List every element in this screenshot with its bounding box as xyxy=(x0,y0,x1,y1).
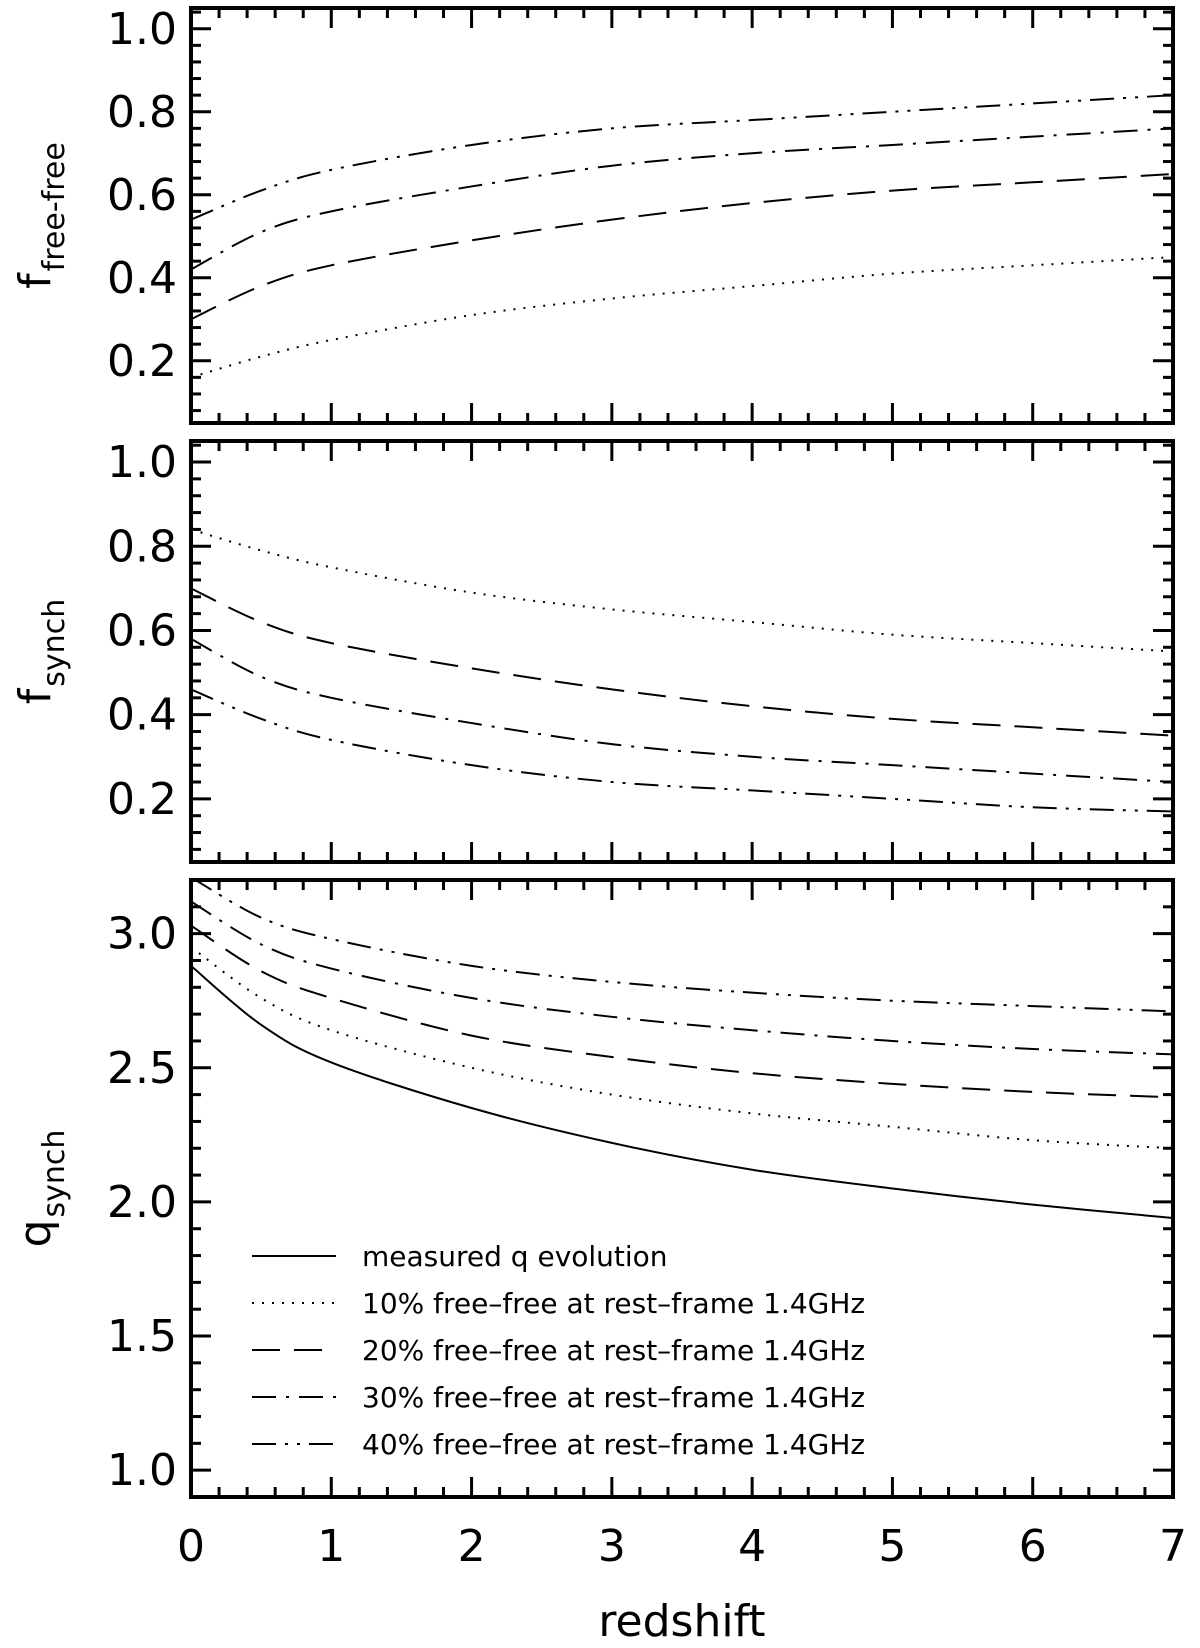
y-axis-title-subscript: free-free xyxy=(37,142,72,271)
x-tick-label: 1 xyxy=(317,1521,345,1572)
legend: measured q evolution 10% free–free at res… xyxy=(252,1240,865,1461)
y-axis-title-subscript: synch xyxy=(37,599,72,687)
x-tick-label: 6 xyxy=(1019,1521,1047,1572)
legend-label: 30% free–free at rest–frame 1.4GHz xyxy=(362,1381,865,1414)
y-tick-label: 0.2 xyxy=(107,336,177,387)
y-tick-label: 0.4 xyxy=(107,253,177,304)
x-axis-title: redshift xyxy=(598,1596,765,1647)
x-tick-label: 3 xyxy=(598,1521,626,1572)
plot-frame xyxy=(189,878,1175,1499)
y-axis-title: qsynch xyxy=(10,1130,72,1248)
series-line-solid xyxy=(191,965,1173,1220)
series-line-dashdot xyxy=(191,900,1173,1056)
y-axis-title-main: q xyxy=(10,1219,61,1247)
legend-label: 20% free–free at rest–frame 1.4GHz xyxy=(362,1334,865,1367)
y-tick-label: 0.8 xyxy=(107,521,177,572)
panel-1: 0.2 0.4 0.6 0.8 1.0 ffree-free xyxy=(10,4,1175,425)
panel-3: 1.0 1.5 2.0 2.5 3.0 0 1 2 3 4 5 6 7 qsynch redshift mea… xyxy=(10,878,1187,1647)
x-tick-label: 0 xyxy=(177,1521,205,1572)
series-line-dotted xyxy=(191,946,1173,1150)
y-tick-label: 2.5 xyxy=(107,1043,177,1094)
series-line-dashdotdot xyxy=(193,880,1173,1013)
y-axis-title-subscript: synch xyxy=(37,1130,72,1218)
panel-2: 0.2 0.4 0.6 0.8 1.0 fsynch xyxy=(10,437,1175,864)
y-tick-label: 0.6 xyxy=(107,170,177,221)
x-tick-label: 5 xyxy=(878,1521,906,1572)
series-line-dashdot xyxy=(191,637,1173,784)
y-axis-title: fsynch xyxy=(10,599,72,704)
y-tick-label: 1.0 xyxy=(107,4,177,55)
x-tick-label: 4 xyxy=(738,1521,766,1572)
legend-label: measured q evolution xyxy=(362,1240,668,1273)
series-line-dashdotdot xyxy=(191,94,1173,221)
y-tick-label: 2.0 xyxy=(107,1177,177,1228)
series-line-dashdotdot xyxy=(191,688,1173,813)
y-tick-label: 1.5 xyxy=(107,1311,177,1362)
y-tick-label: 0.4 xyxy=(107,690,177,741)
series-line-dotted xyxy=(191,528,1173,653)
series-line-dashed xyxy=(191,587,1173,737)
y-tick-label: 0.2 xyxy=(107,774,177,825)
legend-label: 10% free–free at rest–frame 1.4GHz xyxy=(362,1287,865,1320)
y-tick-label: 0.6 xyxy=(107,605,177,656)
y-axis-title-main: f xyxy=(10,687,61,704)
y-axis-title: ffree-free xyxy=(10,142,72,289)
series-line-dashdot xyxy=(191,127,1173,271)
plot-frame xyxy=(189,439,1175,864)
series-line-dashed xyxy=(191,173,1173,321)
x-tick-label: 2 xyxy=(458,1521,486,1572)
legend-label: 40% free–free at rest–frame 1.4GHz xyxy=(362,1428,865,1461)
y-tick-label: 1.0 xyxy=(107,1445,177,1496)
series-line-dotted xyxy=(191,256,1173,379)
series-line-dashed xyxy=(191,924,1173,1099)
plot-frame xyxy=(189,6,1175,425)
y-tick-label: 1.0 xyxy=(107,437,177,488)
y-tick-label: 3.0 xyxy=(107,909,177,960)
y-axis-title-main: f xyxy=(10,272,61,289)
y-tick-label: 0.8 xyxy=(107,87,177,138)
x-tick-label: 7 xyxy=(1159,1521,1187,1572)
